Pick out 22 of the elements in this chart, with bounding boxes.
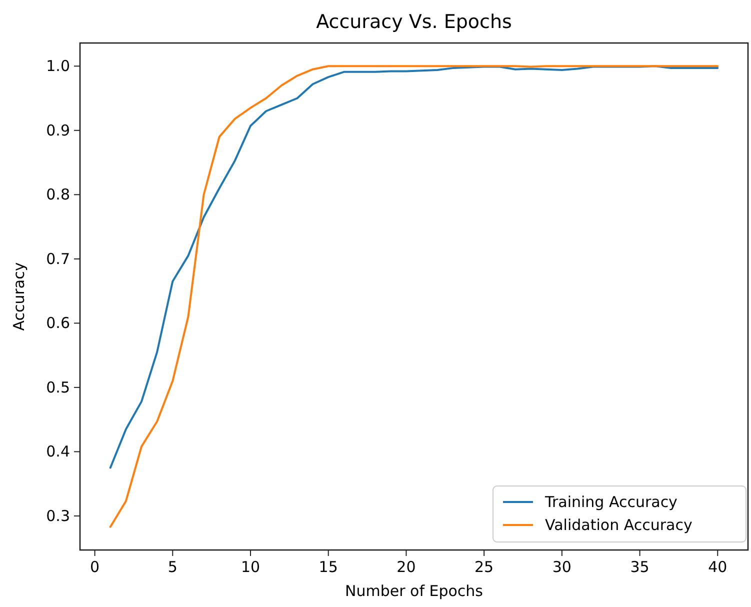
legend-label: Validation Accuracy [545, 516, 692, 534]
y-tick-label: 0.3 [46, 506, 70, 525]
x-tick-label: 30 [552, 558, 572, 576]
y-axis-title: Accuracy [10, 262, 28, 331]
legend-label: Training Accuracy [544, 493, 678, 511]
x-tick-label: 35 [630, 558, 650, 576]
y-tick-label: 0.4 [46, 442, 70, 461]
x-tick-label: 5 [168, 558, 178, 576]
x-tick-label: 10 [240, 558, 260, 576]
y-tick-label: 0.9 [46, 121, 70, 140]
x-tick-label: 25 [474, 558, 494, 576]
y-tick-label: 1.0 [46, 57, 70, 76]
x-tick-label: 40 [708, 558, 728, 576]
y-tick-label: 0.7 [46, 250, 70, 268]
chart-title: Accuracy Vs. Epochs [316, 11, 512, 33]
y-tick-label: 0.5 [46, 378, 70, 396]
x-tick-label: 20 [396, 558, 416, 576]
x-tick-label: 0 [90, 558, 100, 576]
y-tick-label: 0.8 [46, 186, 70, 204]
y-tick-label: 0.6 [46, 314, 70, 332]
x-axis-title: Number of Epochs [345, 582, 484, 600]
x-tick-label: 15 [318, 558, 338, 576]
